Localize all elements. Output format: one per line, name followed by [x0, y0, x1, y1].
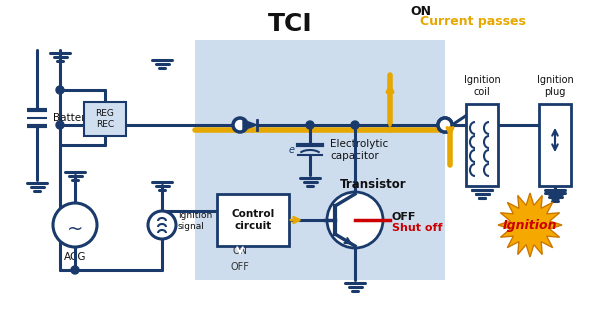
Text: Current passes: Current passes: [420, 15, 526, 28]
Text: Battery: Battery: [53, 113, 92, 123]
Text: TCI: TCI: [268, 12, 312, 36]
Text: Ignition
signal: Ignition signal: [178, 211, 212, 231]
Circle shape: [148, 211, 176, 239]
Circle shape: [56, 121, 64, 129]
Text: e: e: [289, 145, 295, 155]
Circle shape: [71, 266, 79, 274]
Text: Control
circuit: Control circuit: [231, 209, 274, 231]
Text: Ignition
plug: Ignition plug: [537, 75, 573, 97]
Polygon shape: [498, 193, 562, 257]
Text: ON: ON: [410, 5, 431, 18]
Circle shape: [306, 121, 314, 129]
Circle shape: [53, 203, 97, 247]
Text: OFF: OFF: [231, 262, 249, 272]
FancyBboxPatch shape: [195, 40, 445, 280]
FancyBboxPatch shape: [217, 194, 289, 246]
Text: ~: ~: [67, 219, 83, 239]
FancyBboxPatch shape: [84, 102, 126, 136]
Circle shape: [56, 86, 64, 94]
Circle shape: [438, 118, 452, 132]
Text: ON: ON: [232, 246, 247, 256]
Text: ACG: ACG: [63, 252, 86, 262]
Text: Ignition: Ignition: [503, 218, 557, 232]
FancyBboxPatch shape: [466, 104, 498, 186]
Text: Electrolytic
capacitor: Electrolytic capacitor: [330, 139, 388, 161]
Text: Transistor: Transistor: [340, 179, 407, 191]
Circle shape: [351, 121, 359, 129]
Text: Ignition
coil: Ignition coil: [464, 75, 500, 97]
Text: OFF: OFF: [392, 212, 416, 222]
Circle shape: [327, 192, 383, 248]
Circle shape: [233, 118, 247, 132]
Text: Shut off: Shut off: [392, 223, 443, 233]
FancyBboxPatch shape: [539, 104, 571, 186]
Circle shape: [438, 118, 452, 132]
Text: REG
REC: REG REC: [96, 109, 114, 129]
Polygon shape: [243, 120, 257, 130]
